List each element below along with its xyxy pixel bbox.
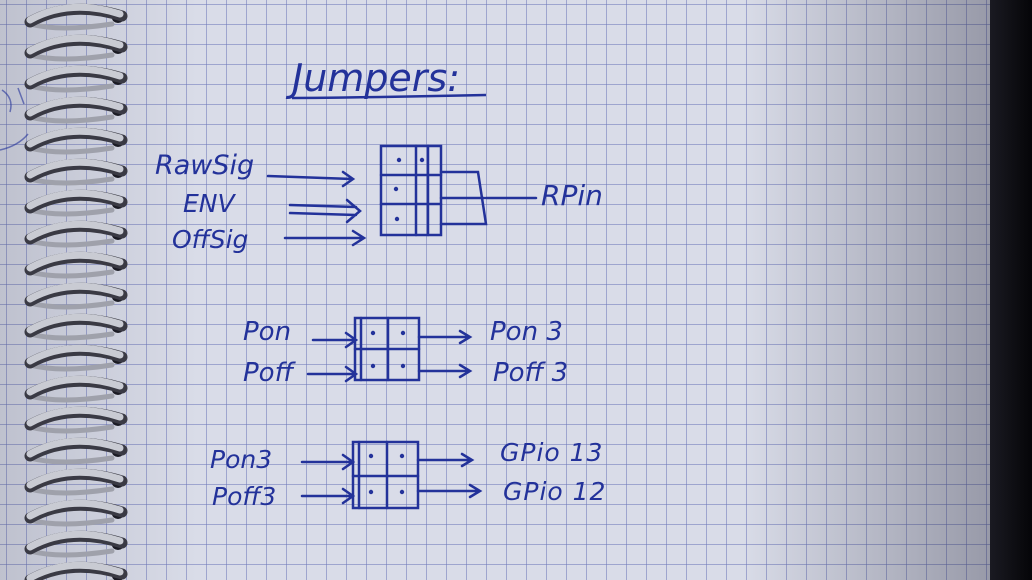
arrow-gpio12 — [416, 483, 483, 499]
label-poff: Poff — [243, 358, 297, 388]
spiral-ring — [24, 34, 128, 62]
arrow-poff3-in — [300, 487, 356, 505]
pin-dot — [399, 489, 405, 495]
grid-paper — [0, 0, 990, 580]
pin-dot — [394, 216, 400, 222]
label-rpin: RPin — [541, 179, 603, 212]
spiral-ring — [24, 437, 128, 465]
jumper-block-2: Pon Poff Pon 3 Poff 3 — [243, 316, 568, 388]
arrow-offsig — [283, 229, 367, 247]
dark-background-edge — [990, 0, 1032, 580]
arrow-gpio13 — [416, 452, 475, 468]
spiral-ring — [24, 251, 128, 279]
pin-dot — [400, 330, 406, 336]
spiral-ring — [24, 468, 128, 496]
label-gpio13: GPio 13 — [500, 438, 603, 467]
spiral-ring — [24, 406, 128, 434]
spiral-ring — [24, 530, 128, 558]
spiral-ring — [24, 561, 128, 580]
spiral-ring — [24, 127, 128, 155]
arrow-env — [288, 198, 362, 224]
label-gpio12: GPio 12 — [503, 477, 606, 506]
stray-ink-mark — [1, 87, 25, 113]
label-pon: Pon — [243, 317, 291, 347]
spiral-ring — [24, 158, 128, 186]
spiral-ring — [24, 282, 128, 310]
label-offsig: OffSig — [172, 225, 248, 254]
arrow-pon3 — [417, 329, 473, 345]
label-poff-3: Poff 3 — [493, 358, 568, 388]
jumper-block-1: RawSig ENV OffSig — [155, 144, 603, 254]
spiral-ring — [24, 220, 128, 248]
stray-ink-mark — [0, 133, 29, 151]
pin-dot — [368, 453, 374, 459]
jumper-block-3: Pon3 Poff3 GPio 13 GPio 12 — [210, 438, 606, 511]
pin-dot — [399, 453, 405, 459]
spiral-ring — [24, 96, 128, 124]
arrow-poff — [306, 365, 359, 383]
label-rawsig: RawSig — [155, 150, 254, 181]
label-poff3: Poff3 — [212, 482, 276, 511]
title-underline — [291, 93, 487, 100]
paper-shading — [0, 0, 990, 580]
spiral-ring — [24, 3, 128, 31]
spiral-binding — [24, 3, 128, 580]
pin-dot — [400, 363, 406, 369]
pin-dot — [396, 157, 402, 163]
pin-dot — [370, 363, 376, 369]
spiral-ring — [24, 65, 128, 93]
arrow-rawsig — [266, 170, 356, 188]
label-pon-3: Pon 3 — [490, 317, 563, 347]
jumper-grid-1 — [379, 144, 443, 237]
pin-dot — [368, 489, 374, 495]
arrow-pon3-in — [300, 453, 356, 471]
title-jumpers: Jumpers: — [285, 56, 460, 100]
spiral-ring — [24, 189, 128, 217]
arrow-pon — [311, 331, 359, 349]
label-env: ENV — [183, 189, 236, 218]
pin-dot — [393, 186, 399, 192]
spiral-ring — [24, 499, 128, 527]
spiral-ring — [24, 313, 128, 341]
label-pon3: Pon3 — [210, 445, 272, 474]
pin-dot — [419, 157, 425, 163]
spiral-ring — [24, 344, 128, 372]
arrow-poff3 — [417, 363, 473, 379]
spiral-ring — [24, 375, 128, 403]
pin-dot — [370, 330, 376, 336]
